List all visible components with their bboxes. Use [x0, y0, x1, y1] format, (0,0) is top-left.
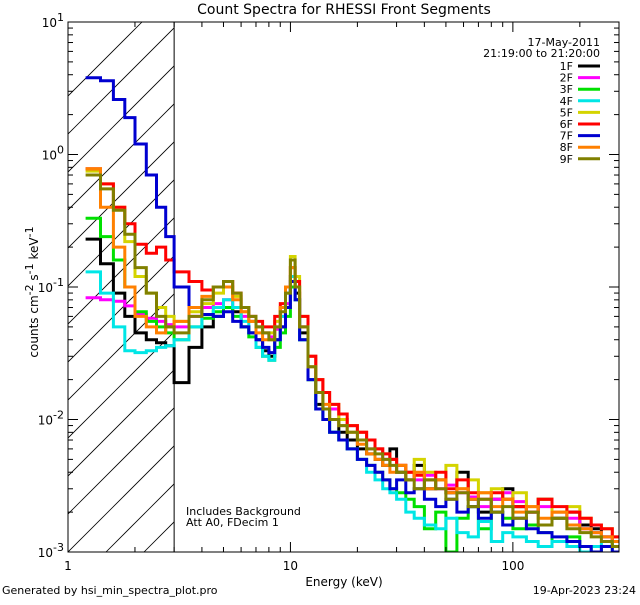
legend-label: 9F: [560, 153, 573, 166]
legend-label: 7F: [560, 130, 573, 143]
series-line-3F: [85, 216, 619, 552]
annotation-attenuator: Att A0, FDecim 1: [186, 516, 279, 529]
hatch-line: [68, 369, 175, 477]
legend-label: 1F: [560, 60, 573, 73]
legend-label: 8F: [560, 141, 573, 154]
series-group: [85, 76, 619, 552]
series-line-1F: [85, 237, 619, 543]
legend-label: 4F: [560, 95, 573, 108]
series-line-9F: [85, 173, 619, 548]
date-label: 17-May-2011: [528, 36, 600, 49]
time-range-label: 21:19:00 to 21:20:00: [483, 47, 600, 60]
y-tick-label: 10-3: [38, 541, 64, 560]
x-axis-label: Energy (keV): [305, 575, 382, 589]
y-tick-label: 10-1: [38, 276, 64, 295]
hatch-line: [562, 22, 640, 552]
legend: 1F 2F 3F 4F 5F 6F 7F 8F 9F: [560, 60, 600, 166]
hatch-line: [68, 445, 175, 552]
x-tick-label: 100: [501, 559, 524, 573]
legend-label: 2F: [560, 72, 573, 85]
hatch-line: [68, 103, 175, 211]
hatch-line: [68, 27, 175, 135]
x-tick-label: 1: [64, 559, 72, 573]
chart-title: Count Spectra for RHESSI Front Segments: [197, 2, 491, 18]
hatch-line: [68, 255, 175, 363]
y-tick-label: 10-2: [38, 409, 64, 428]
plot-frame: [67, 21, 620, 553]
y-tick-label: 101: [42, 11, 64, 30]
y-axis-label: counts cm-2 s-1 keV-1: [23, 226, 41, 357]
legend-label: 3F: [560, 83, 573, 96]
y-tick-label: 100: [42, 144, 64, 163]
annotation-background: Includes Background: [186, 505, 301, 518]
hatch-line: [68, 217, 175, 325]
axis-ticks: [67, 21, 620, 553]
hatch-line: [68, 65, 175, 173]
footer-timestamp: 19-Apr-2023 23:24: [533, 584, 636, 597]
hatch-line: [68, 407, 175, 515]
legend-label: 5F: [560, 106, 573, 119]
legend-label: 6F: [560, 118, 573, 131]
footer-generated-by: Generated by hsi_min_spectra_plot.pro: [2, 584, 218, 597]
hatched-region: [68, 22, 640, 552]
x-tick-label: 10: [283, 559, 298, 573]
